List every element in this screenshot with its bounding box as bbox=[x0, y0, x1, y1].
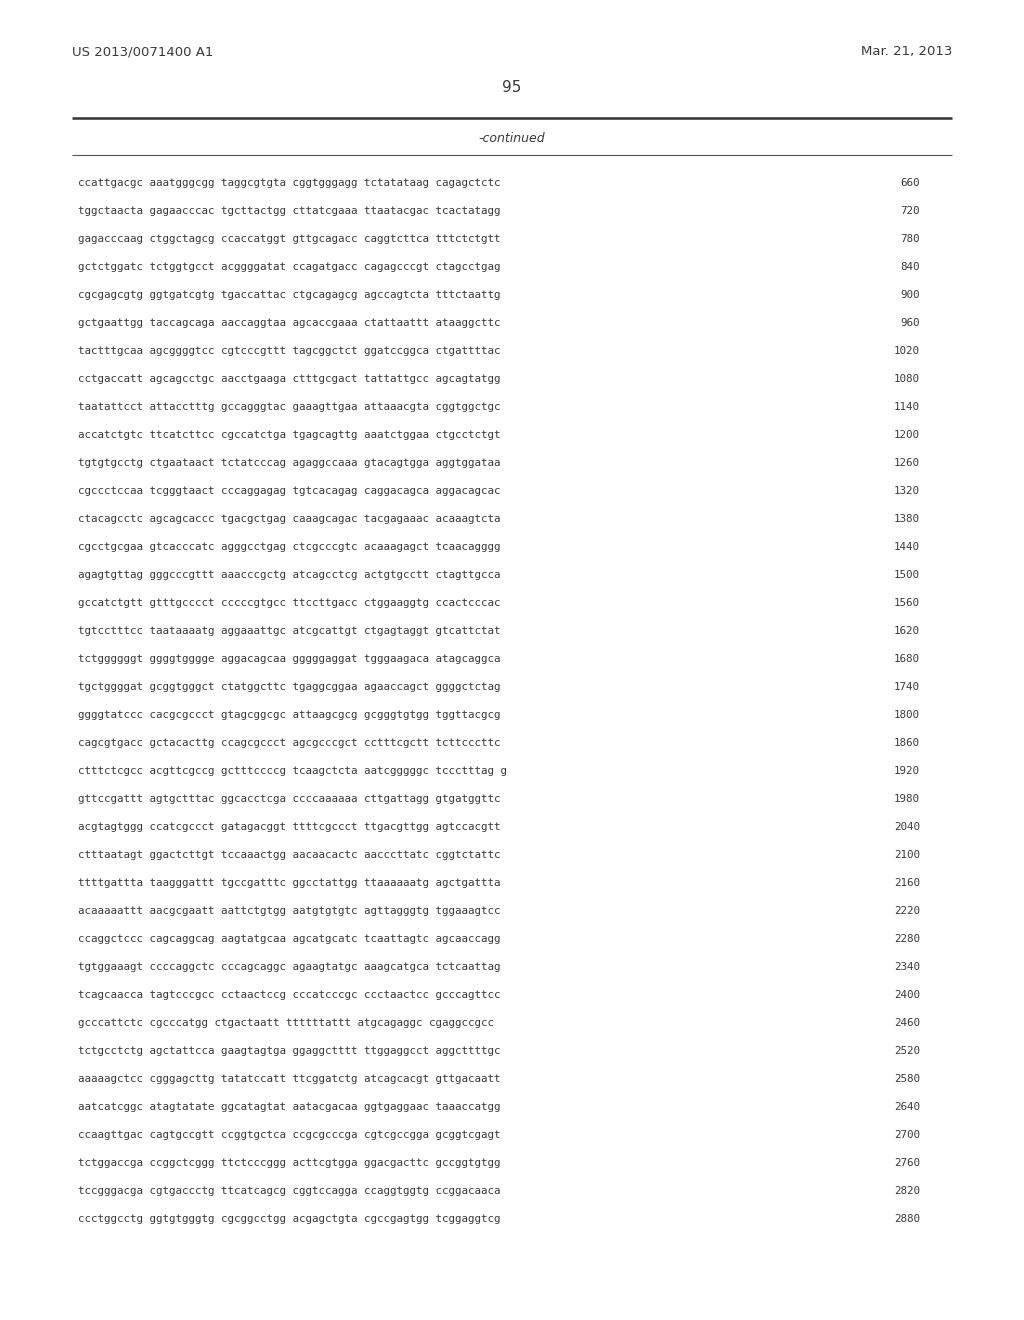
Text: 1740: 1740 bbox=[894, 682, 920, 692]
Text: tgtgtgcctg ctgaataact tctatcccag agaggccaaa gtacagtgga aggtggataa: tgtgtgcctg ctgaataact tctatcccag agaggcc… bbox=[78, 458, 501, 469]
Text: taatattcct attacctttg gccagggtac gaaagttgaa attaaacgta cggtggctgc: taatattcct attacctttg gccagggtac gaaagtt… bbox=[78, 403, 501, 412]
Text: cgccctccaa tcgggtaact cccaggagag tgtcacagag caggacagca aggacagcac: cgccctccaa tcgggtaact cccaggagag tgtcaca… bbox=[78, 486, 501, 496]
Text: 660: 660 bbox=[900, 178, 920, 187]
Text: 2160: 2160 bbox=[894, 878, 920, 888]
Text: 960: 960 bbox=[900, 318, 920, 327]
Text: -continued: -continued bbox=[478, 132, 546, 144]
Text: 2040: 2040 bbox=[894, 822, 920, 832]
Text: 1860: 1860 bbox=[894, 738, 920, 748]
Text: 2520: 2520 bbox=[894, 1045, 920, 1056]
Text: ctttaatagt ggactcttgt tccaaactgg aacaacactc aacccttatc cggtctattc: ctttaatagt ggactcttgt tccaaactgg aacaaca… bbox=[78, 850, 501, 861]
Text: 1140: 1140 bbox=[894, 403, 920, 412]
Text: ccaagttgac cagtgccgtt ccggtgctca ccgcgcccga cgtcgccgga gcggtcgagt: ccaagttgac cagtgccgtt ccggtgctca ccgcgcc… bbox=[78, 1130, 501, 1140]
Text: ggggtatccc cacgcgccct gtagcggcgc attaagcgcg gcgggtgtgg tggttacgcg: ggggtatccc cacgcgccct gtagcggcgc attaagc… bbox=[78, 710, 501, 719]
Text: 1980: 1980 bbox=[894, 795, 920, 804]
Text: 1620: 1620 bbox=[894, 626, 920, 636]
Text: 900: 900 bbox=[900, 290, 920, 300]
Text: cagcgtgacc gctacacttg ccagcgccct agcgcccgct cctttcgctt tcttcccttc: cagcgtgacc gctacacttg ccagcgccct agcgccc… bbox=[78, 738, 501, 748]
Text: 1020: 1020 bbox=[894, 346, 920, 356]
Text: accatctgtc ttcatcttcc cgccatctga tgagcagttg aaatctggaa ctgcctctgt: accatctgtc ttcatcttcc cgccatctga tgagcag… bbox=[78, 430, 501, 440]
Text: tgtggaaagt ccccaggctc cccagcaggc agaagtatgc aaagcatgca tctcaattag: tgtggaaagt ccccaggctc cccagcaggc agaagta… bbox=[78, 962, 501, 972]
Text: 1380: 1380 bbox=[894, 513, 920, 524]
Text: ttttgattta taagggattt tgccgatttc ggcctattgg ttaaaaaatg agctgattta: ttttgattta taagggattt tgccgatttc ggcctat… bbox=[78, 878, 501, 888]
Text: cctgaccatt agcagcctgc aacctgaaga ctttgcgact tattattgcc agcagtatgg: cctgaccatt agcagcctgc aacctgaaga ctttgcg… bbox=[78, 374, 501, 384]
Text: gccatctgtt gtttgcccct cccccgtgcc ttccttgacc ctggaaggtg ccactcccac: gccatctgtt gtttgcccct cccccgtgcc ttccttg… bbox=[78, 598, 501, 609]
Text: tccgggacga cgtgaccctg ttcatcagcg cggtccagga ccaggtggtg ccggacaaca: tccgggacga cgtgaccctg ttcatcagcg cggtcca… bbox=[78, 1185, 501, 1196]
Text: cgcgagcgtg ggtgatcgtg tgaccattac ctgcagagcg agccagtcta tttctaattg: cgcgagcgtg ggtgatcgtg tgaccattac ctgcaga… bbox=[78, 290, 501, 300]
Text: tactttgcaa agcggggtcc cgtcccgttt tagcggctct ggatccggca ctgattttac: tactttgcaa agcggggtcc cgtcccgttt tagcggc… bbox=[78, 346, 501, 356]
Text: ctttctcgcc acgttcgccg gctttccccg tcaagctcta aatcgggggc tccctttag g: ctttctcgcc acgttcgccg gctttccccg tcaagct… bbox=[78, 766, 507, 776]
Text: US 2013/0071400 A1: US 2013/0071400 A1 bbox=[72, 45, 213, 58]
Text: 2820: 2820 bbox=[894, 1185, 920, 1196]
Text: ctacagcctc agcagcaccc tgacgctgag caaagcagac tacgagaaac acaaagtcta: ctacagcctc agcagcaccc tgacgctgag caaagca… bbox=[78, 513, 501, 524]
Text: 2700: 2700 bbox=[894, 1130, 920, 1140]
Text: cgcctgcgaa gtcacccatc agggcctgag ctcgcccgtc acaaagagct tcaacagggg: cgcctgcgaa gtcacccatc agggcctgag ctcgccc… bbox=[78, 543, 501, 552]
Text: 2100: 2100 bbox=[894, 850, 920, 861]
Text: tctgcctctg agctattcca gaagtagtga ggaggctttt ttggaggcct aggcttttgc: tctgcctctg agctattcca gaagtagtga ggaggct… bbox=[78, 1045, 501, 1056]
Text: aaaaagctcc cgggagcttg tatatccatt ttcggatctg atcagcacgt gttgacaatt: aaaaagctcc cgggagcttg tatatccatt ttcggat… bbox=[78, 1074, 501, 1084]
Text: acgtagtggg ccatcgccct gatagacggt ttttcgccct ttgacgttgg agtccacgtt: acgtagtggg ccatcgccct gatagacggt ttttcgc… bbox=[78, 822, 501, 832]
Text: 2880: 2880 bbox=[894, 1214, 920, 1224]
Text: tgctggggat gcggtgggct ctatggcttc tgaggcggaa agaaccagct ggggctctag: tgctggggat gcggtgggct ctatggcttc tgaggcg… bbox=[78, 682, 501, 692]
Text: 2580: 2580 bbox=[894, 1074, 920, 1084]
Text: tctggaccga ccggctcggg ttctcccggg acttcgtgga ggacgacttc gccggtgtgg: tctggaccga ccggctcggg ttctcccggg acttcgt… bbox=[78, 1158, 501, 1168]
Text: gctctggatc tctggtgcct acggggatat ccagatgacc cagagcccgt ctagcctgag: gctctggatc tctggtgcct acggggatat ccagatg… bbox=[78, 261, 501, 272]
Text: gcccattctc cgcccatgg ctgactaatt ttttttattt atgcagaggc cgaggccgcc: gcccattctc cgcccatgg ctgactaatt ttttttat… bbox=[78, 1018, 494, 1028]
Text: acaaaaattt aacgcgaatt aattctgtgg aatgtgtgtc agttagggtg tggaaagtcc: acaaaaattt aacgcgaatt aattctgtgg aatgtgt… bbox=[78, 906, 501, 916]
Text: 2220: 2220 bbox=[894, 906, 920, 916]
Text: ccaggctccc cagcaggcag aagtatgcaa agcatgcatc tcaattagtc agcaaccagg: ccaggctccc cagcaggcag aagtatgcaa agcatgc… bbox=[78, 935, 501, 944]
Text: 2760: 2760 bbox=[894, 1158, 920, 1168]
Text: 1800: 1800 bbox=[894, 710, 920, 719]
Text: 2400: 2400 bbox=[894, 990, 920, 1001]
Text: 1440: 1440 bbox=[894, 543, 920, 552]
Text: 1500: 1500 bbox=[894, 570, 920, 579]
Text: 1680: 1680 bbox=[894, 653, 920, 664]
Text: ccattgacgc aaatgggcgg taggcgtgta cggtgggagg tctatataag cagagctctc: ccattgacgc aaatgggcgg taggcgtgta cggtggg… bbox=[78, 178, 501, 187]
Text: 780: 780 bbox=[900, 234, 920, 244]
Text: 2340: 2340 bbox=[894, 962, 920, 972]
Text: 95: 95 bbox=[503, 81, 521, 95]
Text: 2460: 2460 bbox=[894, 1018, 920, 1028]
Text: tgtcctttcc taataaaatg aggaaattgc atcgcattgt ctgagtaggt gtcattctat: tgtcctttcc taataaaatg aggaaattgc atcgcat… bbox=[78, 626, 501, 636]
Text: 1080: 1080 bbox=[894, 374, 920, 384]
Text: 1260: 1260 bbox=[894, 458, 920, 469]
Text: 1200: 1200 bbox=[894, 430, 920, 440]
Text: 1560: 1560 bbox=[894, 598, 920, 609]
Text: 720: 720 bbox=[900, 206, 920, 216]
Text: 2640: 2640 bbox=[894, 1102, 920, 1111]
Text: gagacccaag ctggctagcg ccaccatggt gttgcagacc caggtcttca tttctctgtt: gagacccaag ctggctagcg ccaccatggt gttgcag… bbox=[78, 234, 501, 244]
Text: agagtgttag gggcccgttt aaacccgctg atcagcctcg actgtgcctt ctagttgcca: agagtgttag gggcccgttt aaacccgctg atcagcc… bbox=[78, 570, 501, 579]
Text: gctgaattgg taccagcaga aaccaggtaa agcaccgaaa ctattaattt ataaggcttc: gctgaattgg taccagcaga aaccaggtaa agcaccg… bbox=[78, 318, 501, 327]
Text: 840: 840 bbox=[900, 261, 920, 272]
Text: 1320: 1320 bbox=[894, 486, 920, 496]
Text: 1920: 1920 bbox=[894, 766, 920, 776]
Text: gttccgattt agtgctttac ggcacctcga ccccaaaaaa cttgattagg gtgatggttc: gttccgattt agtgctttac ggcacctcga ccccaaa… bbox=[78, 795, 501, 804]
Text: tcagcaacca tagtcccgcc cctaactccg cccatcccgc ccctaactcc gcccagttcc: tcagcaacca tagtcccgcc cctaactccg cccatcc… bbox=[78, 990, 501, 1001]
Text: aatcatcggc atagtatate ggcatagtat aatacgacaa ggtgaggaac taaaccatgg: aatcatcggc atagtatate ggcatagtat aatacga… bbox=[78, 1102, 501, 1111]
Text: Mar. 21, 2013: Mar. 21, 2013 bbox=[860, 45, 952, 58]
Text: 2280: 2280 bbox=[894, 935, 920, 944]
Text: ccctggcctg ggtgtgggtg cgcggcctgg acgagctgta cgccgagtgg tcggaggtcg: ccctggcctg ggtgtgggtg cgcggcctgg acgagct… bbox=[78, 1214, 501, 1224]
Text: tggctaacta gagaacccac tgcttactgg cttatcgaaa ttaatacgac tcactatagg: tggctaacta gagaacccac tgcttactgg cttatcg… bbox=[78, 206, 501, 216]
Text: tctggggggt ggggtgggge aggacagcaa gggggaggat tgggaagaca atagcaggca: tctggggggt ggggtgggge aggacagcaa gggggag… bbox=[78, 653, 501, 664]
